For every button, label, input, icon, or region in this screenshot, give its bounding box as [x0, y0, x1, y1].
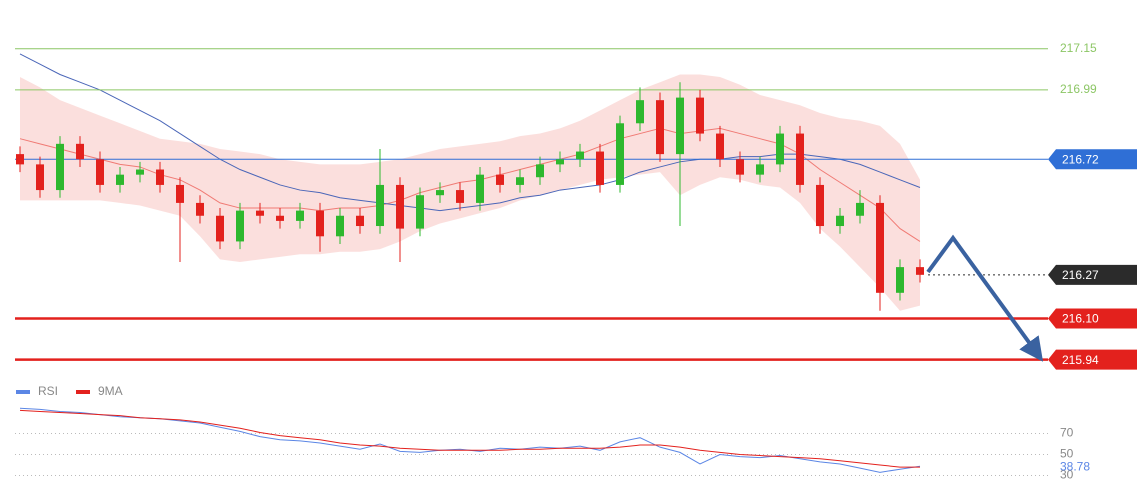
candle-body — [756, 164, 764, 175]
y-tick-label: 50 — [1060, 447, 1074, 461]
candle-body — [696, 97, 704, 134]
candle-body — [176, 184, 184, 203]
candle-body — [856, 202, 864, 216]
candle-body — [256, 210, 264, 216]
rsi-line — [19, 409, 920, 468]
candle-body — [216, 215, 224, 242]
candle-body — [436, 190, 444, 196]
candle-body — [576, 151, 584, 160]
moving-average — [19, 53, 921, 212]
candle-body — [296, 210, 304, 221]
level-label: 216.10 — [1062, 312, 1099, 326]
legend-swatch — [76, 390, 90, 394]
candle-body — [676, 97, 684, 155]
candle-body — [116, 174, 124, 185]
candle-body — [136, 169, 144, 175]
candle-body — [716, 133, 724, 160]
candle-body — [316, 210, 324, 237]
level-label: 217.15 — [1060, 41, 1097, 55]
candle-body — [36, 164, 44, 191]
candle-body — [476, 174, 484, 203]
y-tick-label: 30 — [1060, 468, 1074, 482]
candle-body — [56, 143, 64, 191]
candle-body — [636, 100, 644, 124]
legend-swatch — [16, 390, 30, 394]
candle-body — [816, 184, 824, 227]
candle-body — [616, 123, 624, 185]
level-label-box — [1048, 264, 1137, 285]
y-tick-label: 70 — [1060, 426, 1074, 440]
candle-body — [396, 184, 404, 229]
candle-body — [656, 100, 664, 155]
bollinger-band — [20, 74, 920, 311]
candle-body — [76, 143, 84, 160]
candle-body — [356, 215, 364, 227]
candle-body — [896, 267, 904, 293]
candle-body — [16, 154, 24, 165]
rsi-line — [19, 407, 921, 473]
level-label: 216.72 — [1062, 152, 1099, 166]
candle-body — [496, 174, 504, 185]
rsi-panel: 70 50 30 RSI 9MA 38.78 — [15, 384, 1090, 482]
candle-body — [796, 133, 804, 185]
level-label-box — [1048, 349, 1137, 370]
candle-body — [416, 195, 424, 229]
candle-body — [876, 202, 884, 293]
level-label-box — [1048, 308, 1137, 329]
price-panel: 217.15 216.99 216.72 216.27 216.10 215.94 — [15, 41, 1137, 370]
candle-body — [536, 164, 544, 178]
level-label: 215.94 — [1062, 353, 1099, 367]
candle-body — [556, 159, 564, 165]
candle-body — [156, 169, 164, 185]
candle-body — [516, 177, 524, 185]
candle-body — [336, 215, 344, 237]
rsi-value-label: 38.78 — [1060, 459, 1090, 473]
candle-body — [376, 184, 384, 227]
candle-body — [596, 151, 604, 185]
forecast-arrow — [926, 234, 1044, 362]
legend-label: RSI — [38, 384, 58, 398]
candle-body — [836, 215, 844, 227]
candle-body — [736, 159, 744, 175]
level-label-box — [1048, 149, 1137, 170]
candle-body — [96, 159, 104, 185]
candle-body — [916, 267, 924, 275]
candle-body — [276, 215, 284, 221]
legend-label: 9MA — [98, 384, 123, 398]
bollinger-middle — [19, 127, 921, 242]
candle-body — [776, 133, 784, 165]
candle-body — [236, 210, 244, 242]
candle-body — [196, 202, 204, 216]
level-label: 216.27 — [1062, 268, 1099, 282]
candle-body — [456, 190, 464, 203]
level-label: 216.99 — [1060, 82, 1097, 96]
